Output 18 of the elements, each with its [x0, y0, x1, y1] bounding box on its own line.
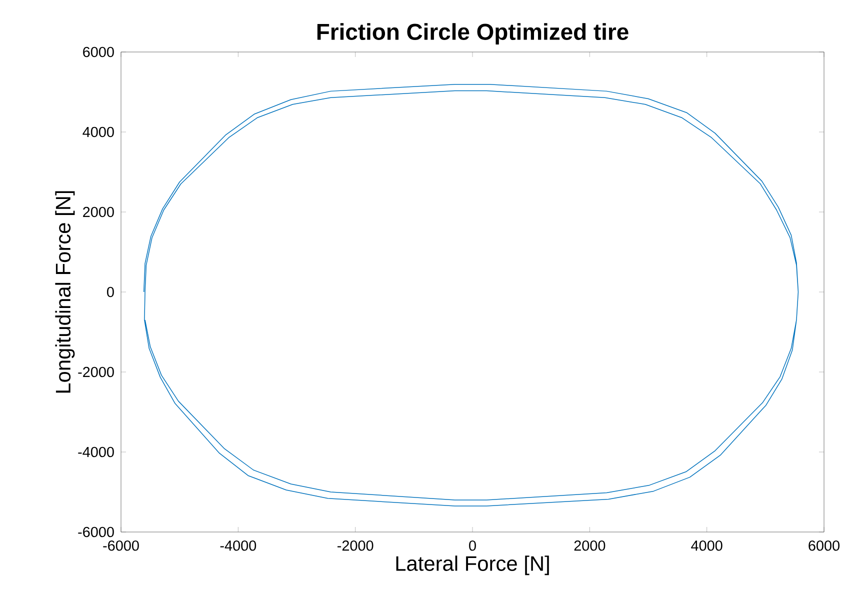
x-tick-label: 2000	[574, 540, 606, 551]
y-tick-label: -6000	[78, 526, 114, 538]
x-tick-label: -4000	[220, 540, 256, 551]
x-axis-title: Lateral Force [N]	[396, 556, 549, 576]
chart-title: Friction Circle Optimized tire	[317, 23, 628, 44]
y-tick-label: 4000	[82, 126, 114, 138]
y-tick-label: 0	[107, 286, 114, 298]
y-tick-label: 6000	[83, 46, 114, 58]
y-tick-label: -4000	[78, 446, 114, 458]
x-tick-label: -6000	[103, 540, 139, 551]
x-tick-label: 6000	[808, 540, 840, 551]
y-axis-title: Longitudinal Force [N]	[55, 191, 75, 393]
x-tick-label: 4000	[691, 540, 722, 551]
line-series	[143, 84, 799, 506]
x-tick-label: 0	[469, 540, 476, 551]
y-tick-label: 2000	[83, 206, 114, 218]
x-tick-label: -2000	[338, 540, 374, 551]
y-tick-label: -2000	[78, 366, 114, 378]
